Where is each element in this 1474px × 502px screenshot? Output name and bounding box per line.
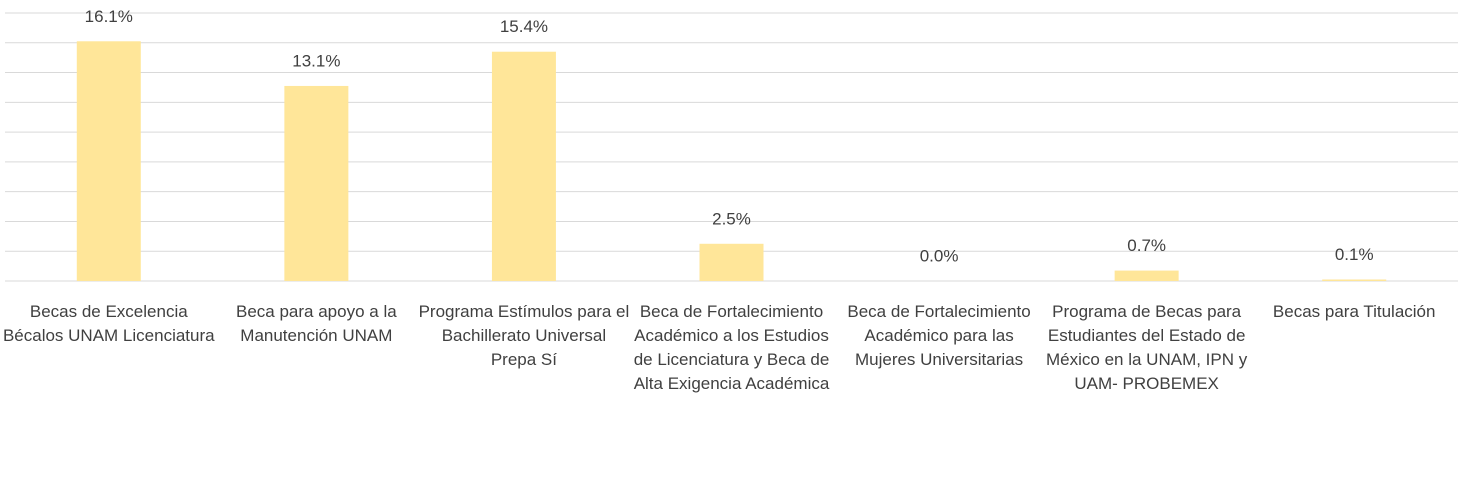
data-label: 15.4%	[500, 17, 548, 36]
data-label: 16.1%	[85, 7, 133, 26]
x-tick-label: Beca de Fortalecimiento Académico para l…	[847, 302, 1031, 369]
data-label: 2.5%	[712, 209, 751, 228]
bar	[284, 85, 349, 281]
x-tick-label: Becas para Titulación	[1272, 302, 1436, 321]
data-label: 0.0%	[920, 246, 959, 265]
x-tick-label: Beca de Fortalecimiento Académico a los …	[633, 302, 830, 393]
x-tick-label: Programa Estímulos para el Bachillerato …	[418, 302, 630, 369]
x-tick-label: Programa de Becas para Estudiantes del E…	[1046, 302, 1248, 393]
x-tick-label: Becas de Excelencia Bécalos UNAM Licenci…	[2, 302, 215, 345]
bar	[491, 51, 556, 281]
bar	[76, 41, 141, 282]
bar	[1114, 270, 1179, 281]
bar	[1322, 279, 1387, 281]
data-label: 0.7%	[1127, 236, 1166, 255]
x-tick-label: Beca para apoyo a la Manutención UNAM	[236, 302, 397, 345]
bar	[699, 243, 764, 281]
data-label: 0.1%	[1335, 245, 1374, 264]
data-label: 13.1%	[292, 51, 340, 70]
